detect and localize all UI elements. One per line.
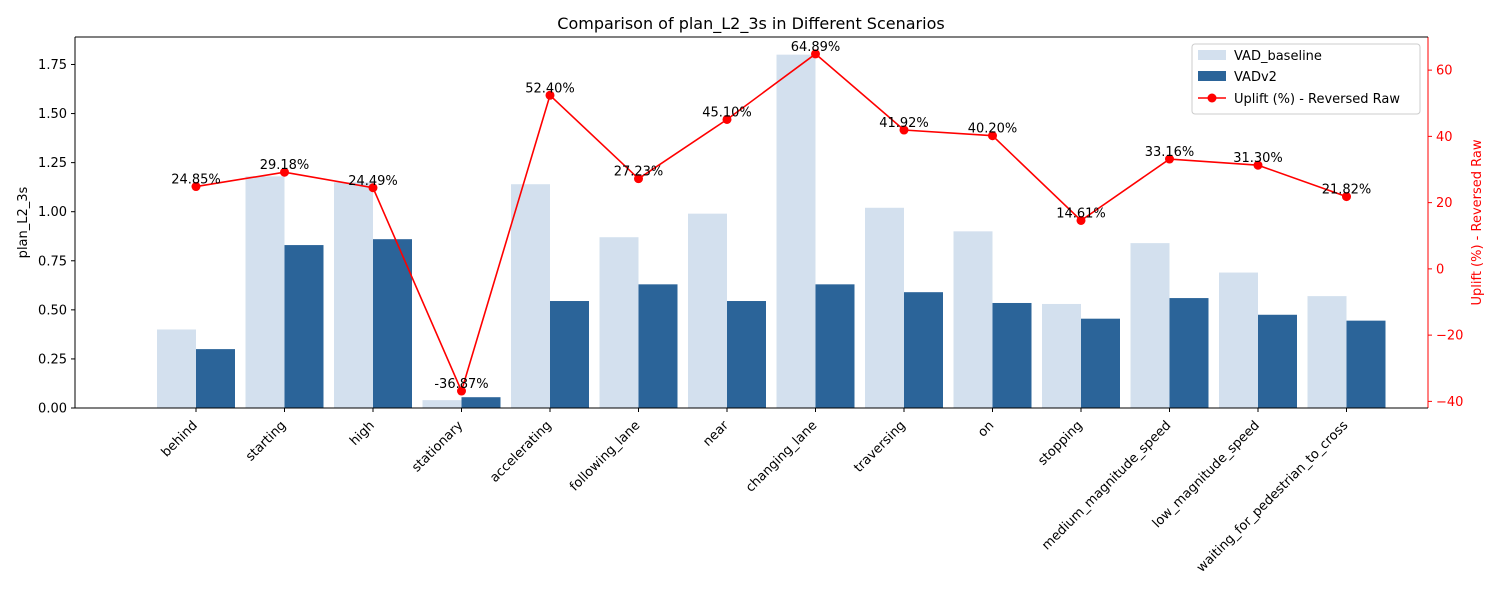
bar-vad-baseline <box>422 400 462 408</box>
uplift-data-label: 24.85% <box>171 173 221 188</box>
bar-vadv2 <box>373 239 412 408</box>
legend-label-vad-baseline: VAD_baseline <box>1234 49 1322 64</box>
bar-vadv2 <box>638 284 678 408</box>
bar-vadv2 <box>727 301 766 408</box>
uplift-data-label: 27.23% <box>614 165 664 180</box>
uplift-point <box>191 182 201 192</box>
bar-vad-baseline <box>599 237 639 408</box>
x-tick-label: stationary <box>409 418 466 475</box>
y-tick-label: 0.50 <box>38 303 67 318</box>
uplift-point <box>722 114 732 124</box>
y-tick-label: 1.75 <box>38 58 67 73</box>
x-tick-label: waiting_for_pedestrian_to_cross <box>1194 418 1352 576</box>
bar-vadv2 <box>815 284 855 408</box>
uplift-point <box>368 183 378 193</box>
y-tick-label: 1.00 <box>38 205 67 220</box>
bar-vadv2 <box>904 292 943 408</box>
uplift-data-label: 21.82% <box>1322 183 1372 198</box>
y-tick-label: 1.25 <box>38 156 67 171</box>
bar-vadv2 <box>461 397 501 408</box>
uplift-point <box>634 174 643 184</box>
uplift-data-label: 40.20% <box>968 122 1018 137</box>
uplift-point <box>1165 154 1174 164</box>
y2-tick-label: 20 <box>1436 196 1453 211</box>
bar-vadv2 <box>284 245 324 408</box>
y2-axis-label: Uplift (%) - Reversed Raw <box>1470 139 1485 305</box>
uplift-data-label: 41.92% <box>879 116 929 131</box>
y2-tick-label: −20 <box>1436 329 1463 344</box>
bar-vadv2 <box>992 302 1032 408</box>
bar-vadv2 <box>1346 320 1386 408</box>
bar-vad-baseline <box>157 329 196 408</box>
y-tick-label: 1.50 <box>38 107 67 122</box>
y-tick-label: 0.75 <box>38 254 67 269</box>
legend-label-vadv2: VADv2 <box>1234 70 1277 85</box>
legend-label-uplift: Uplift (%) - Reversed Raw <box>1234 92 1400 107</box>
uplift-point <box>811 49 820 59</box>
y2-tick-label: 40 <box>1436 130 1453 145</box>
bars-layer <box>157 54 1386 409</box>
uplift-data-label: 33.16% <box>1145 145 1195 160</box>
x-tick-label: traversing <box>851 418 909 476</box>
bar-vad-baseline <box>511 184 550 408</box>
uplift-point <box>280 167 289 177</box>
bar-vad-baseline <box>688 213 727 408</box>
x-tick-label: on <box>975 418 997 440</box>
uplift-data-label: -36.87% <box>434 377 488 392</box>
bar-vad-baseline <box>953 231 993 408</box>
y-axis-label: plan_L2_3s <box>16 186 31 258</box>
bar-vadv2 <box>1258 314 1297 408</box>
uplift-line <box>195 52 1347 394</box>
uplift-data-label: 52.40% <box>525 81 575 96</box>
x-tick-label: behind <box>159 418 201 460</box>
x-tick-label: following_lane <box>567 418 643 494</box>
bar-vad-baseline <box>865 207 904 408</box>
bar-vadv2 <box>196 349 235 408</box>
uplift-data-label: 45.10% <box>702 105 752 120</box>
uplift-point <box>1342 192 1351 202</box>
x-tick-label: near <box>700 418 732 450</box>
uplift-data-label: 14.61% <box>1056 206 1106 221</box>
bar-vad-baseline <box>245 176 285 408</box>
legend: VAD_baseline VADv2 Uplift (%) - Reversed R… <box>1191 43 1421 115</box>
bar-vadv2 <box>550 301 589 408</box>
x-tick-label: stopping <box>1035 418 1086 469</box>
x-tick-label: starting <box>243 418 289 464</box>
x-tick-label: high <box>347 418 378 449</box>
bar-vad-baseline <box>1307 296 1347 408</box>
legend-swatch-vad-baseline <box>1198 50 1226 60</box>
y2-tick-label: 60 <box>1436 64 1453 79</box>
y-tick-label: 0.25 <box>38 352 67 367</box>
bar-vad-baseline <box>1219 272 1258 408</box>
uplift-data-label: 24.49% <box>348 174 398 189</box>
bar-vadv2 <box>1169 298 1209 408</box>
legend-swatch-uplift-marker <box>1207 93 1217 103</box>
uplift-data-label: 31.30% <box>1233 151 1283 166</box>
x-tick-label: changing_lane <box>743 418 820 495</box>
bar-vad-baseline <box>334 182 373 408</box>
uplift-data-label: 29.18% <box>260 158 310 173</box>
uplift-point <box>545 90 555 100</box>
bar-vad-baseline <box>776 54 816 409</box>
legend-box <box>1191 43 1421 115</box>
bar-vad-baseline <box>1130 243 1170 408</box>
legend-swatch-vadv2 <box>1198 71 1226 81</box>
uplift-data-label: 64.89% <box>791 40 841 55</box>
y2-tick-label: −40 <box>1436 395 1463 410</box>
chart-title: Comparison of plan_L2_3s in Different Sc… <box>557 14 944 34</box>
x-tick-label: accelerating <box>487 418 554 485</box>
y-tick-label: 0.00 <box>38 402 67 417</box>
uplift-point <box>457 386 466 396</box>
bar-vad-baseline <box>1042 303 1081 408</box>
uplift-point <box>1076 215 1086 225</box>
uplift-point <box>899 125 909 135</box>
bar-vadv2 <box>1081 318 1120 408</box>
uplift-point <box>1253 160 1263 170</box>
uplift-point <box>988 131 997 141</box>
y2-tick-label: 0 <box>1436 262 1444 277</box>
data-labels-layer: 24.85% 29.18% 24.49% -36.87% 52.40% 27.23% 45.… <box>171 40 1371 392</box>
uplift-line-layer <box>191 49 1351 396</box>
